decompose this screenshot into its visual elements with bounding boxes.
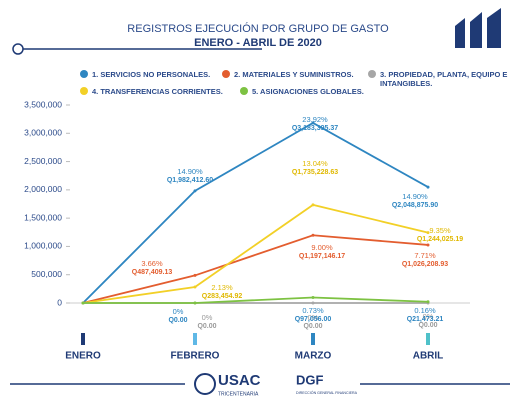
chart-subtitle: ENERO - ABRIL DE 2020 xyxy=(194,37,322,49)
percent-label: 13.04% xyxy=(302,159,328,168)
category-marker xyxy=(426,333,430,345)
data-label: Q1,982,412.60 xyxy=(167,177,213,184)
legend-label: 1. SERVICIOS NO PERSONALES. xyxy=(92,70,211,79)
y-tick-label: 3,000,000 xyxy=(24,128,62,138)
point xyxy=(81,301,85,305)
data-label: Q0.00 xyxy=(418,322,437,329)
percent-label: 14.90% xyxy=(177,167,203,176)
y-tick-label: 2,500,000 xyxy=(24,156,62,166)
point xyxy=(193,273,197,277)
header-logo xyxy=(455,8,501,48)
percent-label: 2.13% xyxy=(211,283,233,292)
legend-item: 2. MATERIALES Y SUMINISTROS. xyxy=(222,70,372,79)
footer-logo: USAC xyxy=(218,372,261,389)
point xyxy=(311,121,315,125)
category-marker xyxy=(311,333,315,345)
percent-label: 14.90% xyxy=(402,192,428,201)
series-line xyxy=(82,121,429,304)
percent-label: 0% xyxy=(308,313,319,322)
legend-label: 5. ASIGNACIONES GLOBALES. xyxy=(252,87,364,96)
series-line xyxy=(83,296,429,304)
category-marker xyxy=(81,333,85,345)
data-label: Q0.00 xyxy=(197,323,216,330)
legend-item: 5. ASIGNACIONES GLOBALES. xyxy=(240,87,390,96)
point xyxy=(311,296,315,300)
footer-logo-sub: TRICENTENARIA xyxy=(218,391,259,397)
data-label: Q21,473.21 xyxy=(407,316,444,323)
percent-label: 0% xyxy=(423,312,434,321)
header-dot xyxy=(12,43,24,55)
y-tick-label: 1,500,000 xyxy=(24,212,62,222)
legend-swatch xyxy=(368,70,376,78)
point xyxy=(426,231,430,235)
y-tick-label: 1,000,000 xyxy=(24,241,62,251)
legend-label: 3. PROPIEDAD, PLANTA, EQUIPO E INTANGIBL… xyxy=(380,70,508,88)
legend-label: 2. MATERIALES Y SUMINISTROS. xyxy=(234,70,354,79)
point xyxy=(311,301,315,305)
legend-item: 3. PROPIEDAD, PLANTA, EQUIPO E INTANGIBL… xyxy=(368,70,508,88)
y-tick-label: 2,000,000 xyxy=(24,184,62,194)
percent-label: 0% xyxy=(202,313,213,322)
legend-label: 4. TRANSFERENCIAS CORRIENTES. xyxy=(92,87,223,96)
point xyxy=(426,185,430,189)
percent-label: 0.73% xyxy=(302,306,324,315)
point xyxy=(193,301,197,305)
legend-swatch xyxy=(240,87,248,95)
y-tick-label: 0 xyxy=(57,297,62,307)
y-tick-label: 500,000 xyxy=(31,269,62,279)
legend-item: 1. SERVICIOS NO PERSONALES. xyxy=(80,70,230,79)
percent-label: 23.92% xyxy=(302,115,328,124)
y-tick-label: 3,500,000 xyxy=(24,99,62,109)
series-line xyxy=(82,234,429,304)
point xyxy=(426,300,430,304)
percent-label: 3.66% xyxy=(141,259,163,268)
data-label: Q1,735,228.63 xyxy=(292,169,338,176)
x-tick-label: FEBRERO xyxy=(171,351,220,362)
point xyxy=(193,285,197,289)
percent-label: 9.35% xyxy=(429,226,451,235)
data-label: Q0.00 xyxy=(303,323,322,330)
legend-item: 4. TRANSFERENCIAS CORRIENTES. xyxy=(80,87,240,96)
chart-title: REGISTROS EJECUCIÓN POR GRUPO DE GASTO xyxy=(127,22,389,35)
legend-swatch xyxy=(222,70,230,78)
percent-label: 7.71% xyxy=(414,251,436,260)
percent-label: 0.16% xyxy=(414,306,436,315)
footer-logo-sub: DIRECCIÓN GENERAL FINANCIERA xyxy=(296,390,358,395)
data-label: Q283,454.92 xyxy=(202,293,243,300)
point xyxy=(311,203,315,207)
x-tick-label: ABRIL xyxy=(413,351,444,362)
legend-swatch xyxy=(80,70,88,78)
data-label: Q2,048,875.90 xyxy=(392,202,438,209)
data-label: Q1,026,208.93 xyxy=(402,261,448,268)
point xyxy=(311,233,315,237)
percent-label: 0% xyxy=(173,307,184,316)
data-label: Q487,409.13 xyxy=(132,269,173,276)
footer-logo: DGF xyxy=(296,372,324,387)
data-label: Q1,197,146.17 xyxy=(299,253,345,260)
series-line xyxy=(82,203,429,304)
data-label: Q3,183,395.37 xyxy=(292,125,338,132)
data-label: Q1,244,025.19 xyxy=(417,236,463,243)
point xyxy=(193,189,197,193)
data-label: Q0.00 xyxy=(168,317,187,324)
x-tick-label: ENERO xyxy=(65,351,101,362)
percent-label: 9.00% xyxy=(311,243,333,252)
x-tick-label: MARZO xyxy=(295,351,332,362)
category-marker xyxy=(193,333,197,345)
legend-swatch xyxy=(80,87,88,95)
point xyxy=(426,243,430,247)
usac-seal xyxy=(194,373,216,395)
data-label: Q97,056.00 xyxy=(295,316,332,323)
